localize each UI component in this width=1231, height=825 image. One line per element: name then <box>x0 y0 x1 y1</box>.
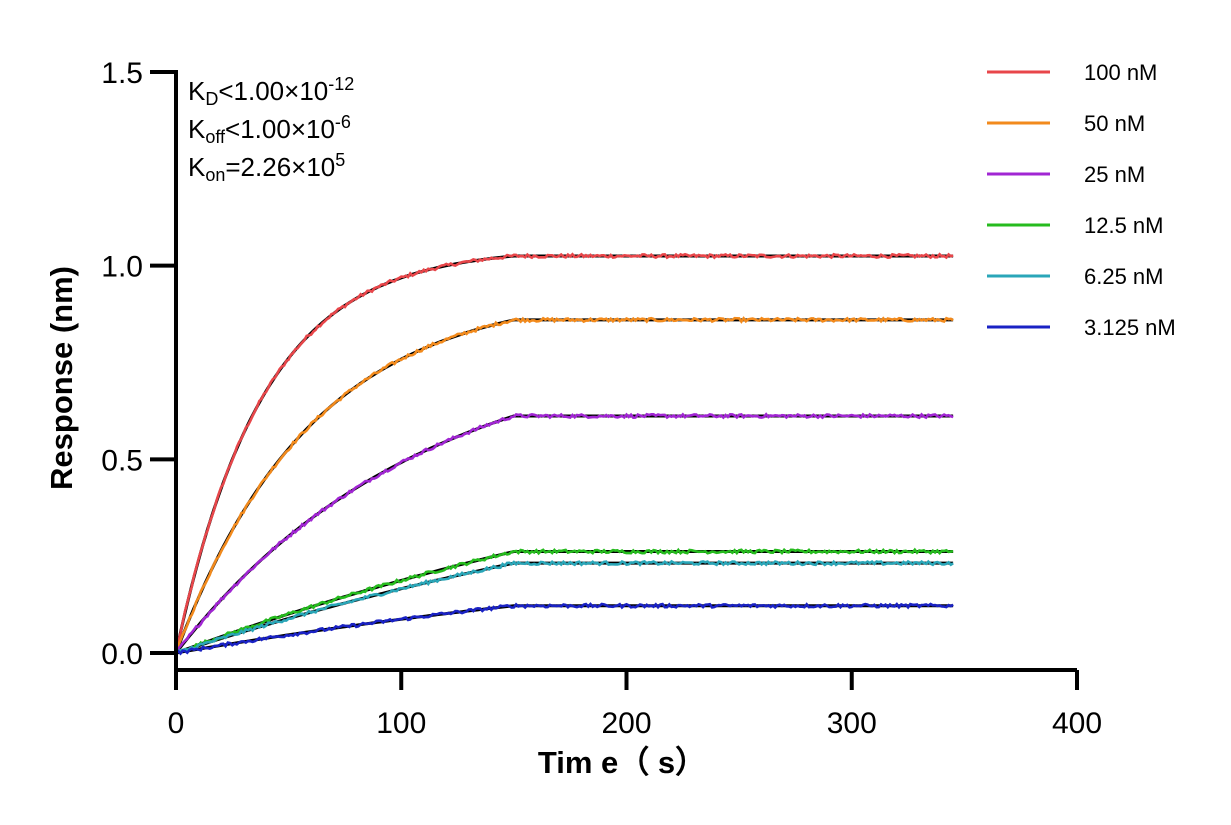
kinetic-part-main: K <box>188 152 206 182</box>
fit-curves <box>174 254 954 655</box>
fit-curve <box>174 254 954 654</box>
series-line-25-nM <box>174 412 954 654</box>
kinetic-part-sub: off <box>205 127 226 147</box>
kinetic-part-main: K <box>188 76 206 106</box>
fit-curve <box>175 561 954 655</box>
kinetic-constant-off: Koff<1.00×10-6 <box>188 112 351 147</box>
plot-area <box>174 252 954 656</box>
kinetic-part-sup: -6 <box>335 112 351 132</box>
y-axis-ticks: 0.0 0.5 1.0 1.5 <box>101 57 176 671</box>
series-line-12_5-nM <box>175 547 954 654</box>
fit-curve <box>175 550 954 655</box>
kinetic-part-sub: D <box>205 89 218 109</box>
legend-label: 3.125 nM <box>1084 315 1176 340</box>
legend-label: 25 nM <box>1084 162 1145 187</box>
kinetic-part-main: K <box>188 114 206 144</box>
kinetic-part-sup: -12 <box>328 74 354 94</box>
kinetic-part-rest: =2.26×10 <box>225 152 335 182</box>
kinetic-constant-on: Kon=2.26×105 <box>188 150 345 185</box>
legend: 100 nM 50 nM 25 nM 12.5 nM 6.25 nM 3.125 nM <box>987 60 1176 340</box>
legend-label: 12.5 nM <box>1084 213 1164 238</box>
fit-curve <box>174 318 954 654</box>
x-tick-label: 300 <box>827 707 877 740</box>
y-tick-label: 1.0 <box>101 251 143 284</box>
x-tick-label: 200 <box>601 707 651 740</box>
x-tick-label: 400 <box>1052 707 1102 740</box>
kinetic-part-sup: 5 <box>335 150 345 170</box>
y-tick-label: 0.5 <box>101 444 143 477</box>
x-tick-label: 0 <box>168 707 185 740</box>
y-axis-title: Response (nm) <box>44 266 79 490</box>
data-curves <box>174 252 954 656</box>
series-line-100-nM <box>174 252 954 654</box>
x-axis-title: Tim e（ s） <box>538 745 706 780</box>
series-line-50-nM <box>174 316 954 654</box>
legend-label: 100 nM <box>1084 60 1157 85</box>
kinetic-constant-D: KD<1.00×10-12 <box>188 74 354 109</box>
legend-label: 50 nM <box>1084 111 1145 136</box>
x-axis-ticks: 0 100 200 300 400 <box>168 670 1102 740</box>
x-tick-label: 100 <box>376 707 426 740</box>
y-tick-label: 0.0 <box>101 638 143 671</box>
series-line-3_125-nM <box>175 602 954 656</box>
kinetic-part-rest: <1.00×10 <box>225 114 335 144</box>
y-tick-label: 1.5 <box>101 57 143 90</box>
kinetic-part-sub: on <box>205 165 225 185</box>
series-line-6_25-nM <box>175 559 954 654</box>
legend-label: 6.25 nM <box>1084 264 1164 289</box>
kinetic-part-rest: <1.00×10 <box>218 76 328 106</box>
